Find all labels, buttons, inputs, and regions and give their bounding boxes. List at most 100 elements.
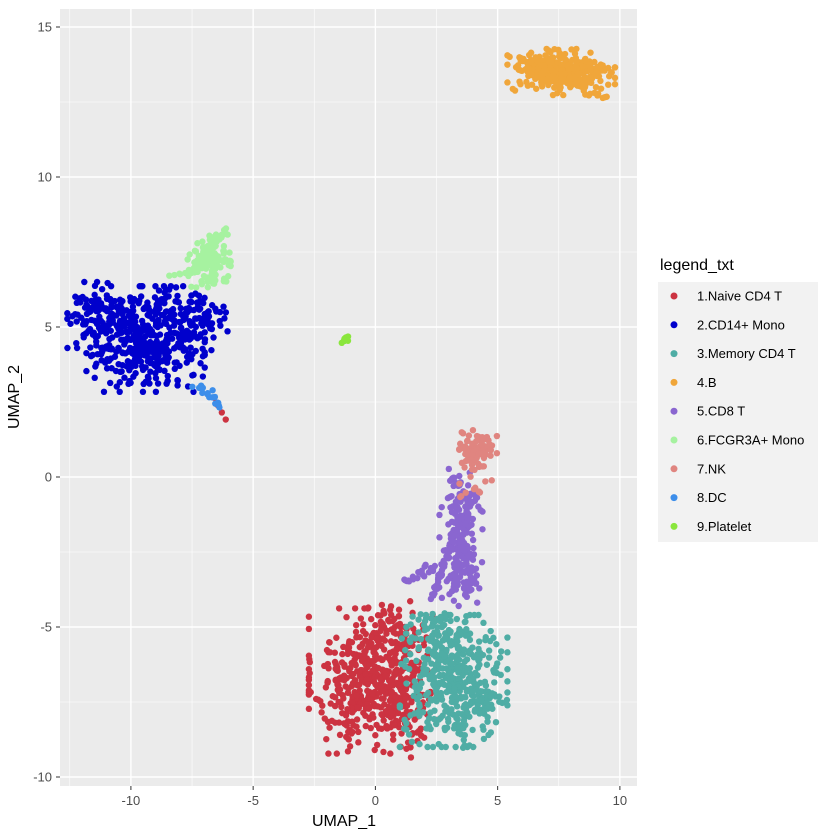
data-point xyxy=(466,665,473,672)
data-point xyxy=(86,325,94,333)
data-point xyxy=(138,338,146,345)
y-tick-label: 0 xyxy=(45,470,52,485)
data-point xyxy=(463,513,471,521)
data-point xyxy=(470,485,478,493)
data-point xyxy=(161,318,169,325)
data-point xyxy=(117,368,124,376)
data-point xyxy=(182,328,190,335)
data-point xyxy=(132,314,139,321)
data-point xyxy=(87,344,94,351)
data-point xyxy=(406,637,413,644)
data-point xyxy=(115,330,122,337)
data-point xyxy=(337,674,345,681)
data-point xyxy=(392,668,399,675)
data-point xyxy=(465,432,473,439)
data-point xyxy=(190,371,197,379)
data-point xyxy=(468,586,475,593)
data-point xyxy=(365,604,372,611)
data-point xyxy=(101,326,108,333)
data-point xyxy=(319,702,326,709)
data-point xyxy=(91,374,98,382)
data-point xyxy=(380,748,387,756)
data-point xyxy=(210,334,217,341)
data-point xyxy=(490,668,498,676)
data-point xyxy=(175,299,183,306)
data-point xyxy=(221,315,228,322)
data-point xyxy=(462,527,469,535)
data-point xyxy=(64,344,71,352)
data-point xyxy=(428,674,435,682)
data-point xyxy=(164,372,171,380)
data-point xyxy=(421,617,429,625)
data-point xyxy=(476,585,483,592)
data-point xyxy=(456,472,463,480)
data-point xyxy=(163,380,170,387)
data-point xyxy=(324,677,331,685)
data-point xyxy=(462,457,470,465)
series-3 xyxy=(396,610,511,751)
data-point xyxy=(469,688,477,695)
data-point xyxy=(389,736,397,743)
data-point xyxy=(387,611,395,619)
data-point xyxy=(453,615,461,623)
data-point xyxy=(151,294,159,301)
data-point xyxy=(447,617,454,625)
data-point xyxy=(171,345,178,352)
data-point xyxy=(151,340,158,348)
data-point xyxy=(414,696,421,703)
data-point xyxy=(461,568,468,575)
data-point xyxy=(305,681,313,689)
data-point xyxy=(305,652,313,659)
series-9 xyxy=(338,333,352,347)
data-point xyxy=(186,251,193,258)
data-point xyxy=(445,521,452,528)
data-point xyxy=(344,748,352,755)
data-point xyxy=(470,743,477,751)
data-point xyxy=(461,618,469,626)
data-point xyxy=(146,380,153,387)
data-point xyxy=(105,321,113,329)
data-point xyxy=(113,383,120,390)
data-point xyxy=(325,750,332,757)
data-point xyxy=(407,621,414,628)
data-point xyxy=(398,730,405,737)
data-point xyxy=(72,293,79,300)
data-point xyxy=(403,702,411,709)
data-point xyxy=(471,611,478,619)
data-point xyxy=(397,629,405,636)
data-point xyxy=(155,287,163,294)
y-axis-ticks: -10 -5 0 5 10 15 xyxy=(33,20,60,785)
data-point xyxy=(483,661,491,668)
data-point xyxy=(452,743,459,751)
data-point xyxy=(479,508,486,515)
data-point xyxy=(131,295,138,303)
data-point xyxy=(336,731,344,739)
data-point xyxy=(477,688,484,695)
data-point xyxy=(419,571,426,578)
data-point xyxy=(568,46,575,53)
data-point xyxy=(92,363,99,370)
data-point xyxy=(464,482,472,489)
data-point xyxy=(369,657,376,665)
data-point xyxy=(209,280,217,287)
data-point xyxy=(464,450,472,458)
data-point xyxy=(192,248,200,255)
data-point xyxy=(484,718,491,725)
data-point xyxy=(125,363,132,370)
data-point xyxy=(597,85,605,92)
data-point xyxy=(474,701,481,709)
data-point xyxy=(368,640,375,647)
data-point xyxy=(434,692,441,699)
data-point xyxy=(603,93,610,100)
data-point xyxy=(403,720,410,727)
data-point xyxy=(205,308,212,315)
data-point xyxy=(479,463,487,470)
data-point xyxy=(423,666,430,673)
data-point xyxy=(342,733,350,741)
data-point xyxy=(486,637,494,645)
data-point xyxy=(479,526,486,533)
data-point xyxy=(184,256,191,263)
data-point xyxy=(442,615,449,623)
data-point xyxy=(534,58,541,65)
data-point xyxy=(190,388,197,395)
